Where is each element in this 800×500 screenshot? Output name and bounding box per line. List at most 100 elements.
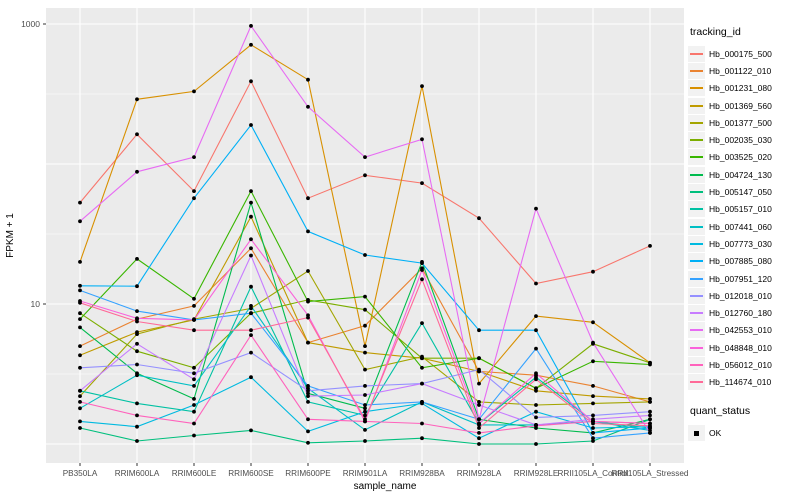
data-point[interactable] [591,421,595,426]
legend-item-Hb_002035_030[interactable]: Hb_002035_030 [688,131,800,149]
data-point[interactable] [477,403,481,407]
data-point[interactable] [648,409,652,414]
data-point[interactable] [420,321,424,325]
data-point[interactable] [648,413,652,418]
data-point[interactable] [135,362,139,367]
data-point[interactable] [135,257,139,261]
data-point[interactable] [420,268,424,272]
data-point[interactable] [192,377,196,382]
data-point[interactable] [420,84,424,88]
data-point[interactable] [648,431,652,435]
data-point[interactable] [249,189,253,194]
data-point[interactable] [135,169,139,174]
legend-item-Hb_004724_130[interactable]: Hb_004724_130 [688,166,800,183]
data-point[interactable] [135,97,139,102]
data-point[interactable] [591,426,595,430]
data-point[interactable] [78,325,82,330]
data-point[interactable] [135,316,139,321]
data-point[interactable] [477,381,481,386]
legend-item-Hb_005147_050[interactable]: Hb_005147_050 [688,183,800,201]
data-point[interactable] [306,394,310,398]
data-point[interactable] [192,403,196,407]
data-point[interactable] [648,417,652,422]
data-point[interactable] [477,356,481,361]
data-point[interactable] [306,400,310,404]
legend-item-Hb_056012_010[interactable]: Hb_056012_010 [688,356,800,373]
data-point[interactable] [249,428,253,433]
data-point[interactable] [591,401,595,406]
legend-item-Hb_003525_020[interactable]: Hb_003525_020 [688,149,800,166]
legend-item-Hb_007951_120[interactable]: Hb_007951_120 [688,270,800,287]
legend-item-Hb_001369_560[interactable]: Hb_001369_560 [688,97,800,114]
data-point[interactable] [363,403,367,407]
data-point[interactable] [192,155,196,160]
legend-item-Hb_012018_010[interactable]: Hb_012018_010 [688,287,800,304]
data-point[interactable] [534,314,538,318]
data-point[interactable] [249,246,253,251]
data-point[interactable] [306,391,310,396]
data-point[interactable] [363,393,367,397]
data-point[interactable] [249,350,253,355]
data-point[interactable] [591,340,595,345]
data-point[interactable] [648,397,652,401]
data-point[interactable] [420,381,424,386]
data-point[interactable] [420,436,424,441]
data-point[interactable] [78,283,82,288]
data-point[interactable] [534,371,538,376]
data-point[interactable] [648,423,652,428]
data-point[interactable] [591,320,595,325]
data-point[interactable] [192,365,196,370]
data-point[interactable] [78,288,82,293]
data-point[interactable] [192,384,196,388]
data-point[interactable] [420,137,424,142]
data-point[interactable] [420,261,424,265]
data-point[interactable] [78,388,82,393]
data-point[interactable] [477,367,481,372]
data-point[interactable] [78,426,82,430]
data-point[interactable] [306,299,310,304]
data-point[interactable] [192,189,196,194]
data-point[interactable] [591,269,595,274]
data-point[interactable] [306,229,310,234]
data-point[interactable] [249,333,253,337]
legend-item-Hb_005157_010[interactable]: Hb_005157_010 [688,201,800,218]
data-point[interactable] [591,359,595,364]
data-point[interactable] [591,384,595,388]
data-point[interactable] [78,200,82,205]
data-point[interactable] [249,214,253,219]
data-point[interactable] [135,349,139,354]
data-point[interactable] [249,237,253,242]
data-point[interactable] [534,415,538,420]
data-point[interactable] [534,386,538,391]
data-point[interactable] [534,409,538,414]
data-point[interactable] [78,300,82,305]
data-point[interactable] [192,421,196,426]
data-point[interactable] [420,400,424,404]
data-point[interactable] [306,417,310,422]
data-point[interactable] [591,413,595,418]
data-point[interactable] [249,328,253,333]
data-point[interactable] [249,200,253,205]
data-point[interactable] [363,413,367,418]
data-point[interactable] [78,260,82,264]
data-point[interactable] [192,433,196,438]
data-point[interactable] [477,417,481,422]
data-point[interactable] [477,442,481,446]
data-point[interactable] [78,344,82,348]
legend-item-Hb_007441_060[interactable]: Hb_007441_060 [688,218,800,235]
legend-item-Hb_007773_030[interactable]: Hb_007773_030 [688,235,800,252]
data-point[interactable] [534,377,538,382]
data-point[interactable] [534,328,538,333]
data-point[interactable] [306,196,310,201]
data-point[interactable] [420,421,424,426]
data-point[interactable] [78,219,82,224]
data-point[interactable] [363,384,367,388]
data-point[interactable] [249,253,253,258]
legend-item-Hb_048848_010[interactable]: Hb_048848_010 [688,339,800,356]
data-point[interactable] [78,419,82,424]
data-point[interactable] [306,104,310,109]
data-point[interactable] [135,319,139,324]
data-point[interactable] [306,315,310,320]
legend-item-Hb_012760_180[interactable]: Hb_012760_180 [688,304,800,322]
data-point[interactable] [534,442,538,446]
